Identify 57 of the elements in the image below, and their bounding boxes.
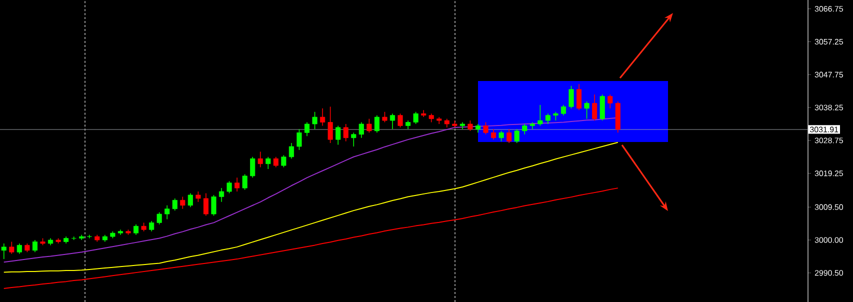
candlestick xyxy=(600,94,605,121)
candlestick xyxy=(32,240,38,253)
candlestick xyxy=(576,84,582,111)
candlestick xyxy=(273,156,278,168)
candlestick xyxy=(545,113,550,124)
candlestick xyxy=(592,94,598,121)
candlestick xyxy=(86,234,92,239)
candlestick xyxy=(266,156,271,170)
candlestick xyxy=(514,128,520,144)
candlestick xyxy=(390,113,396,130)
candlestick xyxy=(180,196,186,210)
candlestick xyxy=(258,151,263,168)
candlestick xyxy=(398,113,403,128)
candlestick xyxy=(608,94,613,109)
candlestick xyxy=(343,124,348,142)
candlestick xyxy=(156,212,162,225)
candlestick xyxy=(312,111,318,130)
candlestick xyxy=(366,118,372,134)
candlestick xyxy=(522,124,528,135)
candlestick xyxy=(374,114,380,134)
candlestick xyxy=(491,128,496,140)
candlestick xyxy=(328,106,333,144)
candlestick xyxy=(203,192,208,216)
candlestick xyxy=(234,177,240,192)
candlestick xyxy=(16,243,22,254)
candlestick xyxy=(164,204,170,220)
candlestick xyxy=(468,120,473,132)
candlestick xyxy=(196,191,201,202)
candlestick xyxy=(538,104,543,126)
candlestick xyxy=(211,194,216,216)
candlestick xyxy=(584,101,590,120)
candlestick xyxy=(506,128,512,144)
candlestick xyxy=(296,128,302,150)
candlestick xyxy=(281,154,286,168)
candlestick xyxy=(288,142,294,160)
candlestick xyxy=(304,122,310,137)
candlestick xyxy=(560,104,566,116)
candlestick xyxy=(226,180,232,194)
candlestick xyxy=(358,122,364,138)
candlestick xyxy=(188,192,193,208)
candlestick xyxy=(218,188,224,202)
candlestick xyxy=(133,224,139,236)
candlestick xyxy=(250,156,256,178)
candlestick xyxy=(149,220,154,232)
candlestick xyxy=(336,125,341,146)
candlestick xyxy=(413,111,418,124)
candlestick xyxy=(242,174,248,190)
candlestick xyxy=(320,108,326,126)
candlestick xyxy=(351,132,356,147)
candlestick xyxy=(382,111,388,123)
candlestick xyxy=(172,198,178,211)
candlestick xyxy=(421,110,426,118)
candlestick xyxy=(483,122,488,135)
candlestick xyxy=(9,241,14,254)
candlestick xyxy=(1,243,6,260)
candlestick xyxy=(498,130,504,142)
candlestick xyxy=(568,85,574,109)
